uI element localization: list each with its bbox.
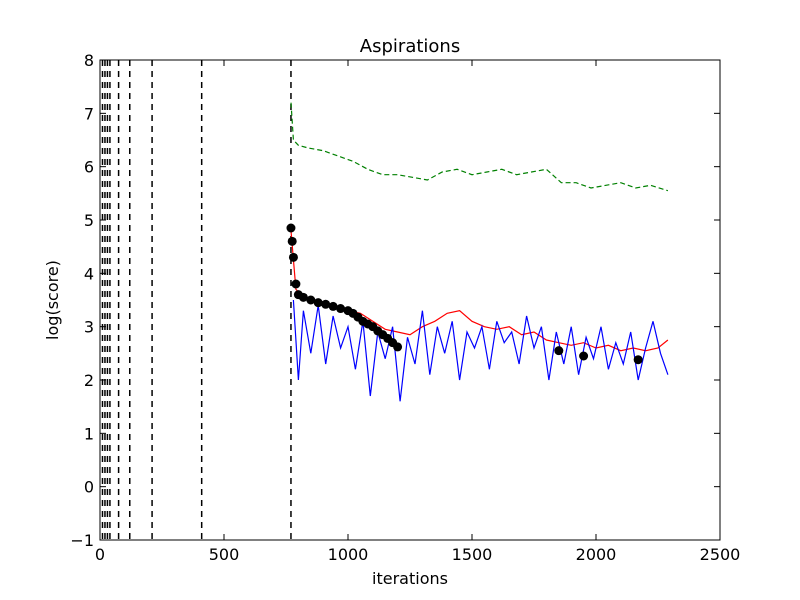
marker-point bbox=[313, 298, 323, 308]
x-tick-label: 2000 bbox=[576, 545, 617, 564]
x-tick-label: 0 bbox=[95, 545, 105, 564]
marker-point bbox=[633, 355, 643, 365]
marker-point bbox=[328, 301, 338, 311]
x-tick-label: 1000 bbox=[328, 545, 369, 564]
y-tick-label: −1 bbox=[70, 531, 94, 550]
y-tick-label: 2 bbox=[84, 371, 94, 390]
series-line-2 bbox=[292, 299, 669, 402]
marker-point bbox=[336, 304, 346, 314]
marker-point bbox=[287, 236, 297, 246]
y-tick-label: 8 bbox=[84, 51, 94, 70]
marker-point bbox=[298, 292, 308, 302]
y-tick-label: 1 bbox=[84, 424, 94, 443]
x-tick-label: 500 bbox=[209, 545, 240, 564]
y-tick-label: 4 bbox=[84, 264, 94, 283]
plot-layer bbox=[101, 60, 669, 540]
marker-point bbox=[579, 351, 589, 361]
marker-point bbox=[286, 223, 296, 233]
series-line-0 bbox=[290, 102, 669, 192]
y-tick-label: 0 bbox=[84, 478, 94, 497]
y-tick-label: 6 bbox=[84, 158, 94, 177]
plot-frame bbox=[99, 59, 721, 541]
y-axis-label: log(score) bbox=[43, 260, 62, 340]
marker-point bbox=[554, 346, 564, 356]
x-tick-label: 1500 bbox=[452, 545, 493, 564]
marker-point bbox=[321, 299, 331, 309]
y-tick-label: 5 bbox=[84, 211, 94, 230]
chart-title: Aspirations bbox=[360, 36, 460, 57]
marker-point bbox=[288, 252, 298, 262]
x-axis-label: iterations bbox=[372, 569, 448, 588]
marker-point bbox=[306, 295, 316, 305]
y-tick-label: 3 bbox=[84, 318, 94, 337]
y-tick-label: 7 bbox=[84, 104, 94, 123]
x-tick-label: 2500 bbox=[700, 545, 741, 564]
marker-point bbox=[393, 342, 403, 352]
marker-point bbox=[291, 279, 301, 289]
